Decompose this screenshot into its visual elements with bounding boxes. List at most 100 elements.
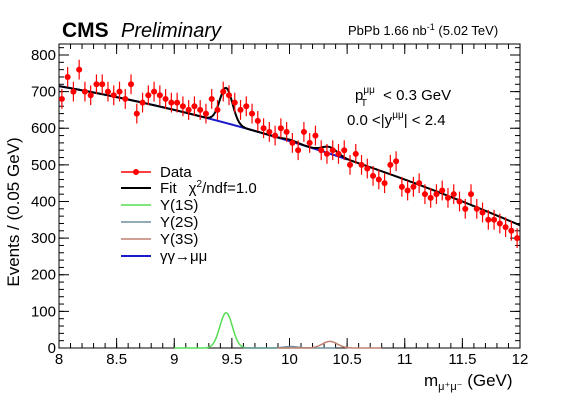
data-marker	[116, 88, 123, 95]
data-marker	[393, 158, 400, 165]
data-point	[427, 187, 434, 208]
data-point	[237, 100, 244, 120]
data-point	[312, 125, 319, 146]
data-point	[439, 180, 446, 201]
data-point	[254, 111, 261, 131]
data-point	[81, 81, 88, 102]
data-point	[266, 122, 273, 142]
pt-cut-label: pμμ T < 0.3 GeV	[355, 85, 451, 109]
data-point	[99, 74, 106, 95]
x-axis-label: mμ⁺μ⁻ (GeV)	[424, 371, 513, 393]
y-tick-label: 400	[31, 193, 56, 210]
data-marker	[329, 147, 336, 154]
data-point	[387, 154, 394, 175]
data-point	[58, 89, 65, 109]
data-point	[295, 140, 302, 161]
legend-label-data: Data	[160, 164, 192, 181]
fit-curve	[58, 85, 521, 227]
series-data	[58, 59, 521, 249]
data-point	[468, 184, 475, 205]
x-tick-label: 10.5	[333, 351, 362, 368]
data-marker	[110, 92, 117, 99]
data-point	[128, 74, 135, 95]
data-marker	[444, 194, 451, 201]
data-marker	[225, 92, 232, 99]
data-marker	[133, 110, 140, 117]
data-point	[358, 154, 365, 175]
legend-item-gg: γγ→μμ	[121, 248, 207, 265]
x-tick-label: 8.5	[106, 351, 127, 368]
data-marker	[145, 92, 152, 99]
data-point	[174, 92, 181, 113]
legend-label-y3s: Υ(3S)	[160, 231, 198, 248]
data-marker	[341, 147, 348, 154]
data-marker	[93, 81, 100, 88]
data-point	[133, 103, 140, 124]
data-marker	[479, 209, 486, 216]
y-cut-label: 0.0 <|yμμ| < 2.4	[347, 110, 446, 129]
data-point	[214, 100, 221, 120]
data-point	[462, 198, 469, 219]
y-axis-label: Events / (0.05 GeV)	[4, 137, 23, 286]
data-marker	[462, 205, 469, 212]
data-point	[197, 100, 204, 120]
data-point	[306, 133, 313, 153]
data-marker	[485, 216, 492, 223]
x-tick-label: 12	[512, 351, 529, 368]
data-marker	[468, 191, 475, 198]
data-marker	[387, 161, 394, 168]
data-marker	[410, 183, 417, 190]
x-tick-label: 8	[55, 351, 63, 368]
data-marker	[151, 88, 158, 95]
data-marker	[295, 147, 302, 154]
x-tick-label: 11	[397, 351, 413, 368]
data-point	[162, 89, 169, 109]
data-marker	[323, 150, 330, 157]
data-marker	[496, 220, 503, 227]
data-point	[450, 184, 457, 205]
data-marker	[289, 139, 296, 146]
y-tick-label: 0	[48, 340, 56, 357]
cms-label: CMS	[62, 19, 109, 42]
data-point	[87, 85, 94, 106]
data-point	[347, 154, 354, 175]
legend-item-y3s: Υ(3S)	[121, 231, 198, 248]
data-marker	[81, 88, 88, 95]
data-point	[456, 191, 463, 212]
data-point	[375, 169, 382, 190]
legend-label-gg: γγ→μμ	[160, 248, 207, 265]
data-marker	[456, 198, 463, 205]
data-point	[277, 118, 284, 139]
data-marker	[202, 110, 209, 117]
data-point	[502, 217, 509, 238]
data-marker	[502, 224, 509, 231]
legend-item-fit: Fit χ2/ndf=1.0	[121, 179, 257, 197]
x-tick-label: 9.5	[221, 351, 242, 368]
data-marker	[381, 180, 388, 187]
data-marker	[254, 117, 261, 124]
data-marker	[318, 147, 325, 154]
data-point	[151, 81, 158, 102]
data-point	[352, 143, 359, 164]
data-point	[272, 125, 279, 146]
data-point	[76, 59, 83, 80]
data-point	[329, 140, 336, 161]
data-point	[398, 176, 405, 197]
data-point	[335, 143, 342, 164]
legend: Data Fit χ2/ndf=1.0 Υ(1S) Υ(2S) Υ(3S) γγ→…	[121, 164, 257, 265]
data-marker	[312, 132, 319, 139]
data-point	[208, 89, 215, 109]
data-marker	[104, 88, 111, 95]
legend-item-y2s: Υ(2S)	[121, 214, 198, 231]
data-point	[139, 92, 146, 113]
data-marker	[514, 235, 521, 242]
axes: 8 8.5 9 9.5 10 10.5 11 11.5 12 0 100 200 300 400 500 60…	[31, 44, 528, 368]
data-marker	[214, 106, 221, 113]
data-point	[370, 165, 377, 186]
data-marker	[260, 125, 267, 132]
data-marker	[179, 103, 186, 110]
data-marker	[404, 187, 411, 194]
data-marker	[375, 176, 382, 183]
x-tick-label: 11.5	[448, 351, 476, 368]
data-marker	[283, 128, 290, 135]
